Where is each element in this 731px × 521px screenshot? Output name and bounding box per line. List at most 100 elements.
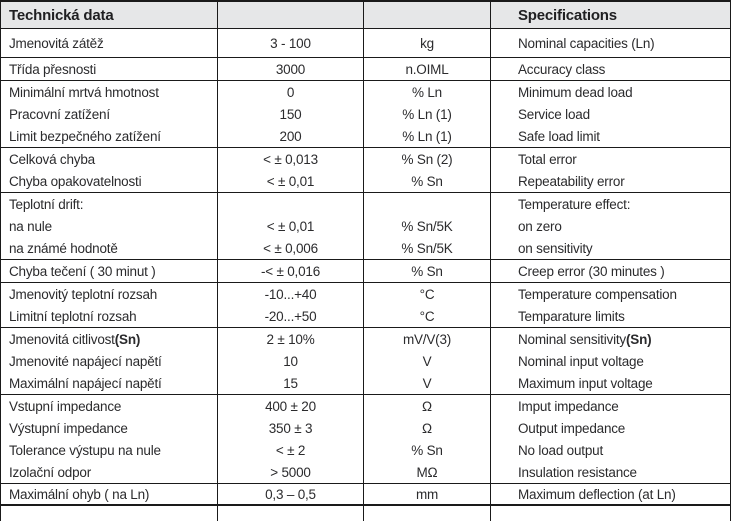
english-label: Imput impedance xyxy=(518,398,619,414)
value-text: 350 ± 3 xyxy=(268,420,313,436)
value-text: 10 xyxy=(283,353,298,369)
unit-cell: % Sn/5K xyxy=(364,215,491,237)
english-label-cell: Insulation resistance xyxy=(491,461,730,483)
english-label-cell: on sensitivity xyxy=(491,237,730,259)
unit-cell: V xyxy=(364,372,491,394)
value-cell: 10 xyxy=(218,350,364,372)
english-label-cell: Accuracy class xyxy=(491,58,730,80)
value-cell: 0 xyxy=(218,81,364,103)
value-cell: < ± 0,01 xyxy=(218,170,364,192)
czech-label-cell: Jmenovitá citlivost (Sn) xyxy=(1,328,218,350)
value-text: -20...+50 xyxy=(264,308,317,324)
czech-label: Chyba opakovatelnosti xyxy=(9,173,142,189)
table-row: Pracovní zatížení 150 % Ln (1) Service l… xyxy=(1,103,730,125)
table-row: Jmenovitá citlivost (Sn) 2 ± 10% mV/V(3)… xyxy=(1,328,730,350)
czech-label-cell: Chyba tečení ( 30 minut ) xyxy=(1,260,218,282)
czech-label-cell: Minimální mrtvá hmotnost xyxy=(1,81,218,103)
english-label: Insulation resistance xyxy=(518,464,637,480)
value-cell: 400 ± 20 xyxy=(218,395,364,417)
czech-label: Limitní teplotní rozsah xyxy=(9,308,137,324)
value-text: < ± 0,013 xyxy=(263,151,318,167)
table-row: Maximální ohyb ( na Ln) 0,3 – 0,5 mm Max… xyxy=(1,484,730,506)
unit-text: % Ln (1) xyxy=(402,128,452,144)
unit-text: % Sn/5K xyxy=(401,240,453,256)
table-row: Minimální mrtvá hmotnost 0 % Ln Minimum … xyxy=(1,81,730,103)
english-label: Temperature compensation xyxy=(518,286,677,302)
english-label: Safe load limit xyxy=(518,128,600,144)
english-label: Creep error (30 minutes ) xyxy=(518,263,665,279)
czech-label: Minimální mrtvá hmotnost xyxy=(9,84,159,100)
english-label-cell: Nominal sensitivity (Sn) xyxy=(491,328,730,350)
english-label-cell: Service load xyxy=(491,103,730,125)
czech-label: Chyba tečení ( 30 minut ) xyxy=(9,263,156,279)
value-cell: 2 ± 10% xyxy=(218,328,364,350)
unit-cell: MΩ xyxy=(364,461,491,483)
table-row: Celková chyba < ± 0,013 % Sn (2) Total e… xyxy=(1,148,730,170)
value-cell xyxy=(218,506,364,521)
value-cell: > 5000 xyxy=(218,461,364,483)
table-body: Jmenovitá zátěž 3 - 100 kg Nominal capac… xyxy=(1,29,730,506)
value-cell: -20...+50 xyxy=(218,305,364,327)
value-cell: 3000 xyxy=(218,58,364,80)
english-label-cell xyxy=(491,506,730,521)
czech-label: na známé hodnotě xyxy=(9,240,118,256)
czech-label-cell: Jmenovitá zátěž xyxy=(1,29,218,57)
czech-label: Výstupní impedance xyxy=(9,420,128,436)
english-label: on zero xyxy=(518,218,562,234)
table-row: Izolační odpor > 5000 MΩ Insulation resi… xyxy=(1,461,730,484)
header-czech-title: Technická data xyxy=(9,6,114,24)
unit-cell xyxy=(364,506,491,521)
header-value-cell xyxy=(218,2,364,28)
english-label-cell: Output impedance xyxy=(491,417,730,439)
czech-label: Limit bezpečného zatížení xyxy=(9,128,161,144)
unit-text: % Sn xyxy=(411,263,443,279)
value-cell xyxy=(218,193,364,215)
english-label-cell: Temparature limits xyxy=(491,305,730,327)
czech-label-cell: Celková chyba xyxy=(1,148,218,170)
czech-label-cell: Jmenovité napájecí napětí xyxy=(1,350,218,372)
english-label-cell: Maximum deflection (at Ln) xyxy=(491,484,730,504)
value-text: < ± 0,01 xyxy=(266,218,315,234)
value-text: 2 ± 10% xyxy=(266,331,315,347)
english-label: Minimum dead load xyxy=(518,84,633,100)
czech-label-cell xyxy=(1,506,218,521)
english-label-cell: on zero xyxy=(491,215,730,237)
table-row: Chyba opakovatelnosti < ± 0,01 % Sn Repe… xyxy=(1,170,730,193)
czech-label-cell: Maximální ohyb ( na Ln) xyxy=(1,484,218,504)
unit-cell: °C xyxy=(364,283,491,305)
value-text: 150 xyxy=(279,106,302,122)
czech-label-cell: Tolerance výstupu na nule xyxy=(1,439,218,461)
unit-cell: % Sn xyxy=(364,260,491,282)
english-label-cell: Total error xyxy=(491,148,730,170)
unit-text: n.OIML xyxy=(405,61,449,77)
value-text: 0 xyxy=(286,84,295,100)
czech-label-cell: na nule xyxy=(1,215,218,237)
value-cell: 0,3 – 0,5 xyxy=(218,484,364,504)
unit-cell: °C xyxy=(364,305,491,327)
table-row: Výstupní impedance 350 ± 3 Ω Output impe… xyxy=(1,417,730,439)
table-row: Tolerance výstupu na nule < ± 2 % Sn No … xyxy=(1,439,730,461)
table-row: Vstupní impedance 400 ± 20 Ω Imput imped… xyxy=(1,395,730,417)
unit-text: V xyxy=(422,375,432,391)
czech-label-cell: Jmenovitý teplotní rozsah xyxy=(1,283,218,305)
czech-label-cell: na známé hodnotě xyxy=(1,237,218,259)
czech-label: Jmenovitá zátěž xyxy=(9,35,104,51)
value-text: 0,3 – 0,5 xyxy=(265,486,316,502)
table-header-row: Technická data Specifications xyxy=(1,2,730,29)
english-label: No load output xyxy=(518,442,604,458)
english-label: Total error xyxy=(518,151,577,167)
czech-label-cell: Limit bezpečného zatížení xyxy=(1,125,218,147)
value-cell: -10...+40 xyxy=(218,283,364,305)
value-cell: < ± 0,013 xyxy=(218,148,364,170)
unit-cell: % Ln (1) xyxy=(364,125,491,147)
unit-text: % Ln xyxy=(412,84,442,100)
unit-cell: % Ln (1) xyxy=(364,103,491,125)
header-unit-cell xyxy=(364,2,491,28)
unit-text: °C xyxy=(419,286,435,302)
cropped-next-row xyxy=(1,506,730,521)
value-text: 3 - 100 xyxy=(270,35,311,51)
unit-cell: Ω xyxy=(364,395,491,417)
value-cell: < ± 0,006 xyxy=(218,237,364,259)
czech-label: Jmenovité napájecí napětí xyxy=(9,353,162,369)
unit-cell: % Sn xyxy=(364,439,491,461)
